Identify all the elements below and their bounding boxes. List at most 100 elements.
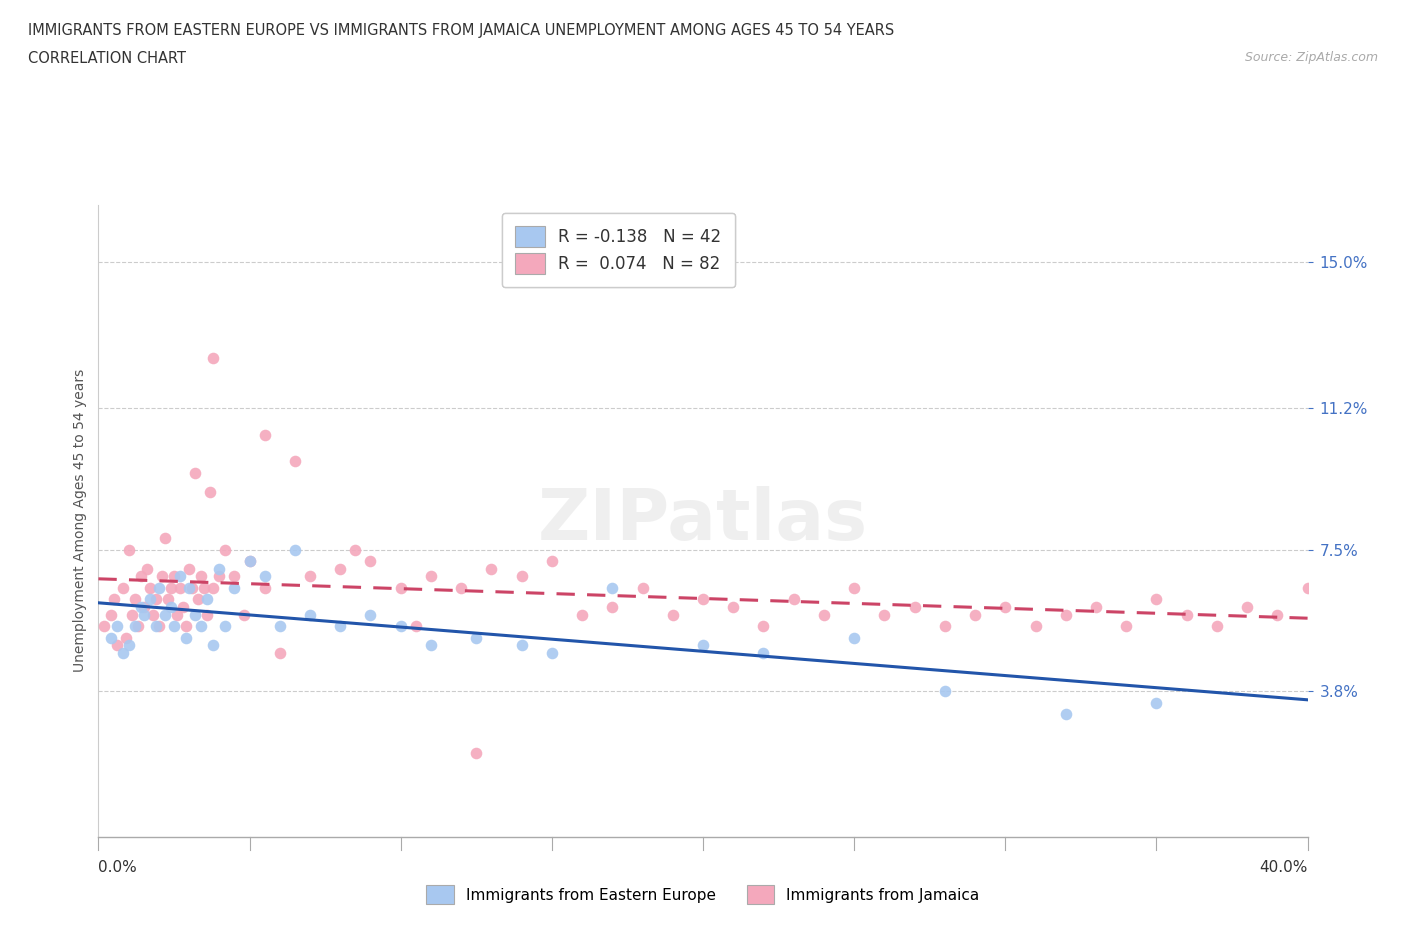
Point [195,591,218,606]
Point [114,631,136,645]
Point [200,485,222,499]
Point [224,580,246,595]
Point [232,607,254,622]
Point [284,454,307,469]
Point [145,591,167,606]
Point [1236,600,1258,615]
Point [510,569,533,584]
Point [1144,696,1167,711]
Text: Source: ZipAtlas.com: Source: ZipAtlas.com [1244,51,1378,64]
Point [184,607,207,622]
Point [224,569,246,584]
Point [111,645,134,660]
Point [844,631,866,645]
Point [782,591,804,606]
Point [202,638,225,653]
Point [752,645,775,660]
Point [1085,600,1108,615]
Point [179,580,201,595]
Point [239,553,262,568]
Point [1267,607,1289,622]
Text: IMMIGRANTS FROM EASTERN EUROPE VS IMMIGRANTS FROM JAMAICA UNEMPLOYMENT AMONG AGE: IMMIGRANTS FROM EASTERN EUROPE VS IMMIGR… [28,23,894,38]
Point [965,607,987,622]
Point [602,600,624,615]
Point [93,618,115,633]
Text: ZIPatlas: ZIPatlas [538,486,868,555]
Point [190,569,212,584]
Point [329,562,352,577]
Point [160,600,183,615]
Point [1296,580,1319,595]
Point [163,569,186,584]
Point [994,600,1017,615]
Point [360,607,382,622]
Point [169,569,191,584]
Point [181,580,204,595]
Point [389,580,412,595]
Point [202,580,225,595]
Point [465,631,488,645]
Point [299,607,322,622]
Point [174,631,197,645]
Point [160,580,183,595]
Point [187,591,209,606]
Point [105,618,128,633]
Point [631,580,654,595]
Point [813,607,835,622]
Point [142,607,165,622]
Text: CORRELATION CHART: CORRELATION CHART [28,51,186,66]
Point [127,618,149,633]
Point [1144,591,1167,606]
Point [1115,618,1137,633]
Point [253,580,276,595]
Point [344,542,367,557]
Point [184,465,207,480]
Point [269,618,291,633]
Point [692,591,714,606]
Point [1054,707,1077,722]
Point [1175,607,1198,622]
Point [129,600,152,615]
Text: 0.0%: 0.0% [98,860,138,875]
Point [934,684,956,698]
Point [193,580,215,595]
Point [145,618,167,633]
Point [571,607,593,622]
Point [1054,607,1077,622]
Y-axis label: Unemployment Among Ages 45 to 54 years: Unemployment Among Ages 45 to 54 years [73,369,87,672]
Point [163,618,186,633]
Point [105,638,128,653]
Point [904,600,927,615]
Point [111,580,134,595]
Point [299,569,322,584]
Point [132,607,155,622]
Point [202,351,225,365]
Point [661,607,683,622]
Point [100,607,122,622]
Point [723,600,745,615]
Point [153,607,176,622]
Point [148,580,170,595]
Point [934,618,956,633]
Point [481,562,503,577]
Point [103,591,125,606]
Point [450,580,472,595]
Point [752,618,775,633]
Point [1024,618,1046,633]
Point [118,638,141,653]
Point [269,645,291,660]
Point [179,562,201,577]
Point [166,607,188,622]
Point [139,591,162,606]
Point [844,580,866,595]
Point [153,531,176,546]
Point [195,607,218,622]
Point [150,569,173,584]
Point [156,591,179,606]
Point [692,638,714,653]
Text: 40.0%: 40.0% [1260,860,1308,875]
Point [540,645,562,660]
Point [389,618,412,633]
Point [465,745,488,760]
Legend: R = -0.138   N = 42, R =  0.074   N = 82: R = -0.138 N = 42, R = 0.074 N = 82 [502,213,735,287]
